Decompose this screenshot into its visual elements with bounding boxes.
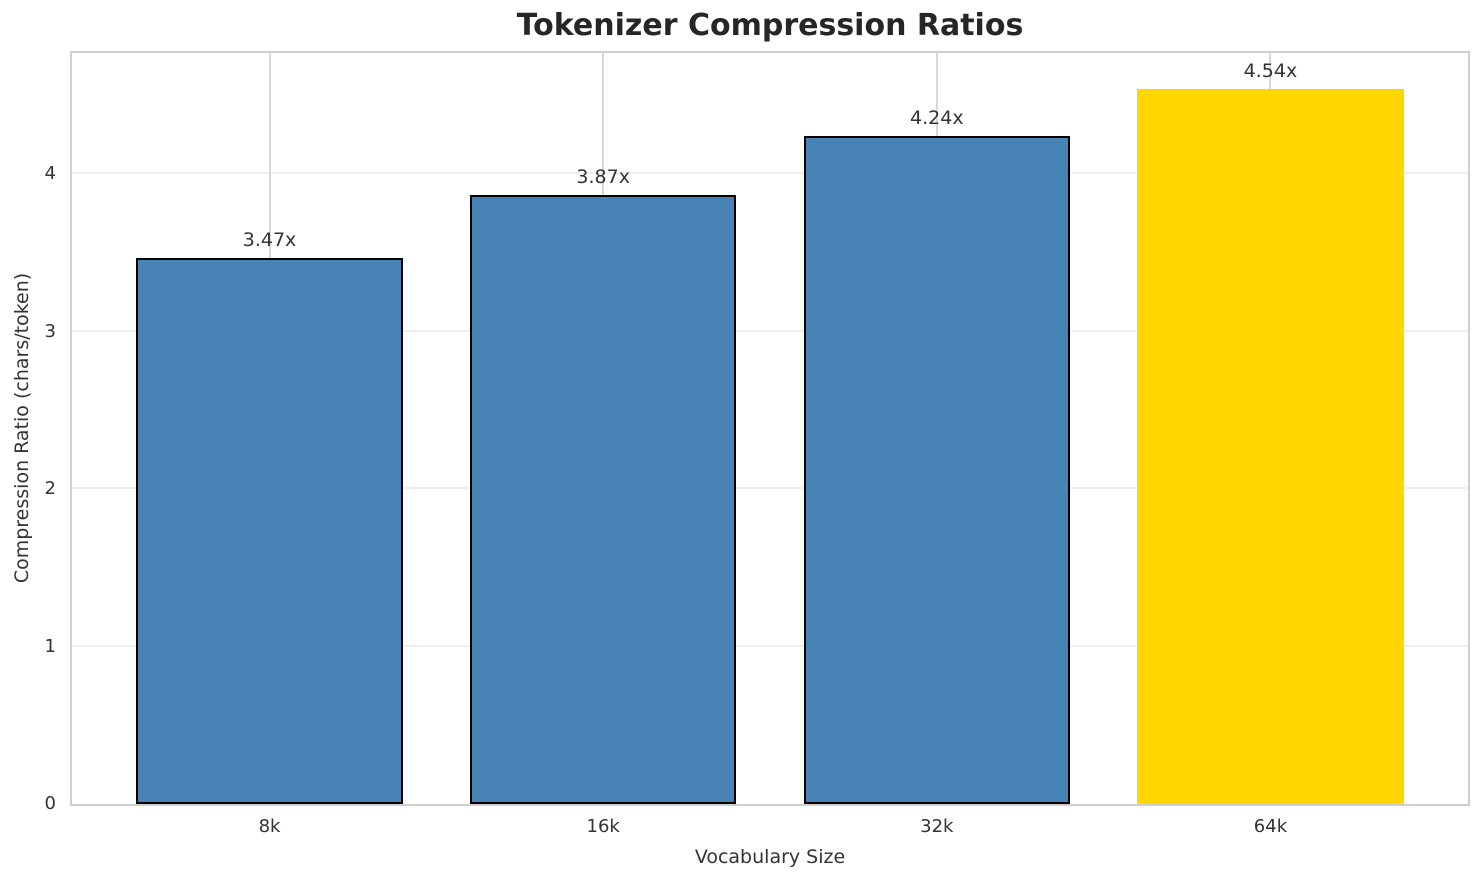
horizontal-gridline <box>72 487 1468 490</box>
bar-32k <box>803 136 1070 804</box>
x-tick-label: 8k <box>258 816 281 837</box>
x-tick-label: 32k <box>920 816 954 837</box>
bar-8k <box>136 257 403 804</box>
y-tick-label: 3 <box>44 320 56 342</box>
horizontal-gridline <box>72 172 1468 175</box>
x-axis-label: Vocabulary Size <box>694 846 846 868</box>
bar-16k <box>470 194 737 804</box>
horizontal-gridline <box>72 644 1468 647</box>
y-tick-label: 4 <box>44 163 56 185</box>
chart-title: Tokenizer Compression Ratios <box>516 8 1024 43</box>
plot-area: 3.47x 3.87x 4.24x 4.54x 0 1 2 3 4 8k 16k 32k 64k <box>45 51 1470 837</box>
y-axis-label: Compression Ratio (chars/token) <box>11 272 33 584</box>
bar-value-label: 3.87x <box>576 165 630 188</box>
bar-64k <box>1137 89 1404 804</box>
horizontal-gridline <box>72 329 1468 332</box>
x-tick-label: 64k <box>1253 816 1288 837</box>
bar-value-label: 4.24x <box>910 107 964 130</box>
y-tick-label: 1 <box>44 635 56 657</box>
bar-value-label: 3.47x <box>242 228 297 251</box>
x-tick-label: 16k <box>586 816 620 837</box>
y-tick-label: 2 <box>44 478 56 500</box>
bar-value-label: 4.54x <box>1243 60 1298 83</box>
y-tick-label: 0 <box>44 793 56 814</box>
